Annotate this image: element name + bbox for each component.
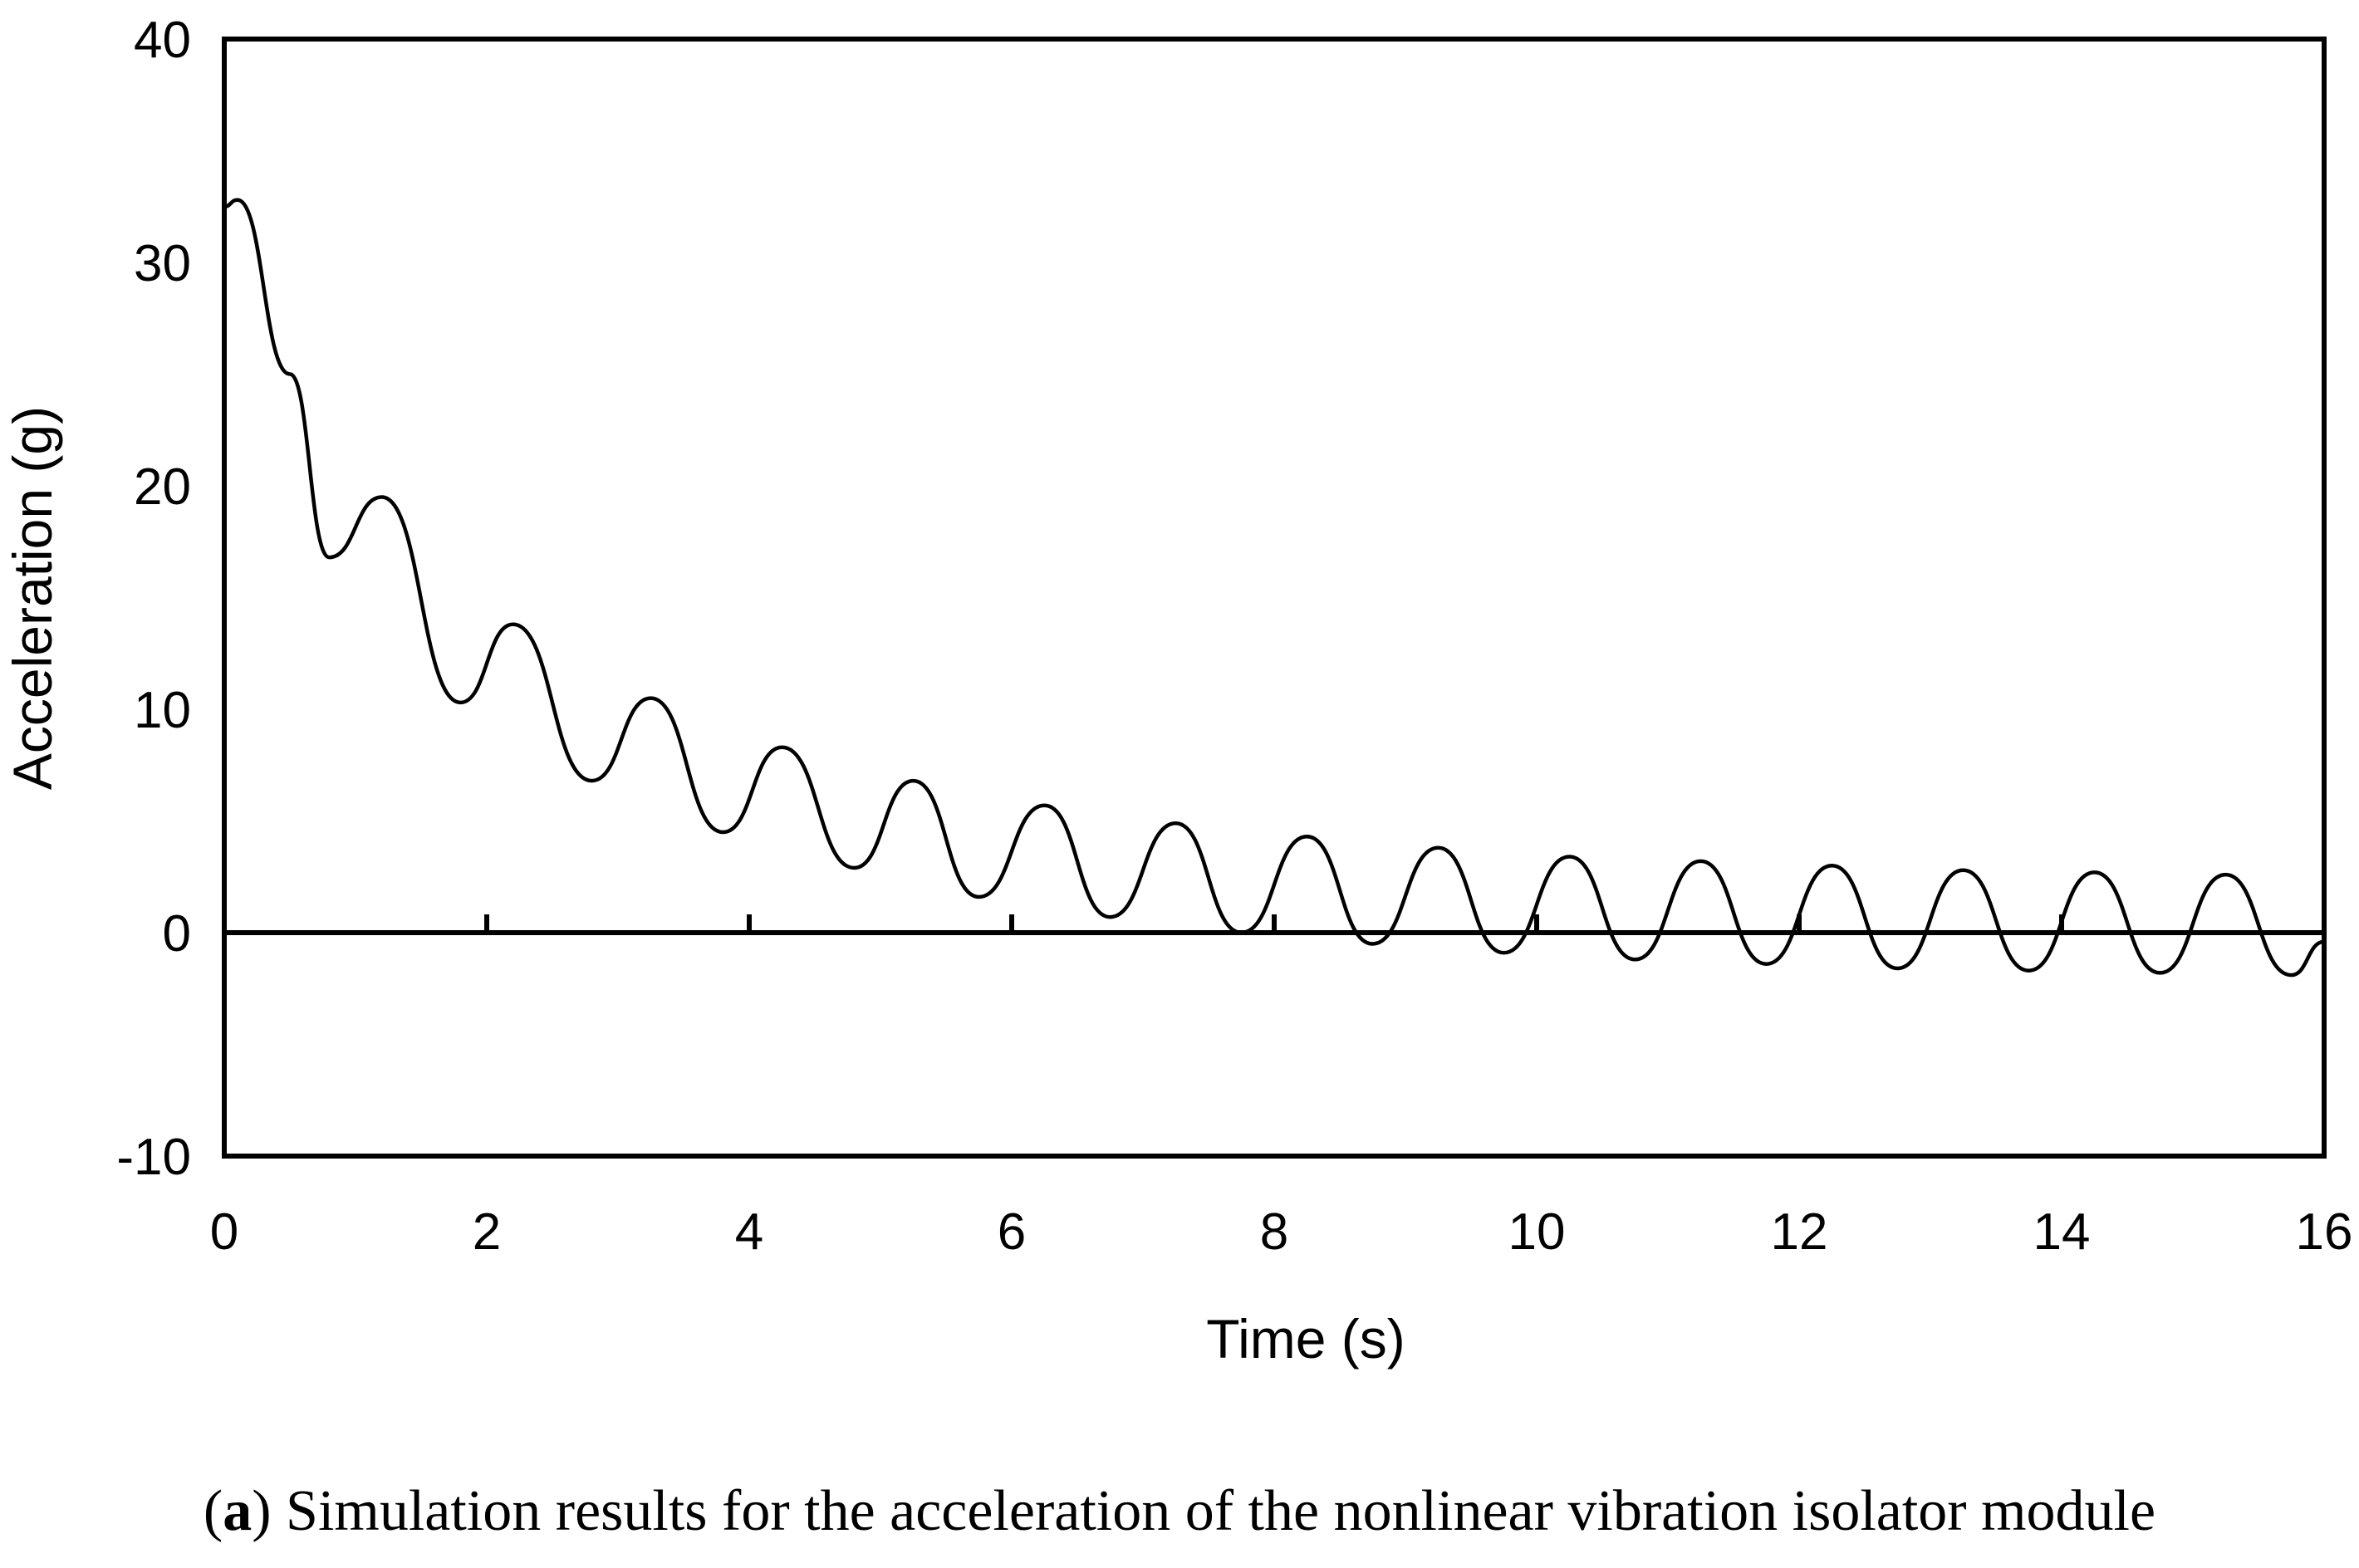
y-tick-labels: 40 30 20 10 0 -10 [116, 12, 191, 1186]
series-group [223, 198, 2325, 978]
y-tick-label: 10 [134, 682, 191, 739]
y-tick-label: 20 [134, 458, 191, 516]
x-tick-label: 0 [210, 1203, 238, 1261]
y-tick-label: 0 [163, 905, 191, 963]
x-tick-label: 2 [473, 1203, 501, 1261]
x-tick-label: 14 [2033, 1203, 2091, 1261]
x-tick-label: 16 [2296, 1203, 2353, 1261]
caption-label: a [223, 1479, 253, 1543]
y-tick-label: 30 [134, 235, 191, 292]
y-tick-label: -10 [116, 1129, 191, 1186]
plot-frame [222, 37, 2327, 1159]
y-axis-title: Acceleration (g) [2, 406, 63, 790]
caption-text: Simulation results for the acceleration … [286, 1479, 2156, 1543]
series-line [223, 198, 2325, 978]
x-tick-labels: 0 2 4 6 8 10 12 14 16 [210, 1203, 2353, 1261]
y-tick-label: 40 [134, 12, 191, 69]
zero-axis [224, 914, 2324, 935]
x-tick-label: 8 [1260, 1203, 1288, 1261]
figure-caption: (a) Simulation results for the accelerat… [203, 1479, 2156, 1543]
x-tick-label: 10 [1508, 1203, 1566, 1261]
x-tick-label: 12 [1771, 1203, 1828, 1261]
x-tick-label: 4 [735, 1203, 763, 1261]
x-tick-label: 6 [998, 1203, 1026, 1261]
x-axis-title: Time (s) [1206, 1308, 1405, 1370]
